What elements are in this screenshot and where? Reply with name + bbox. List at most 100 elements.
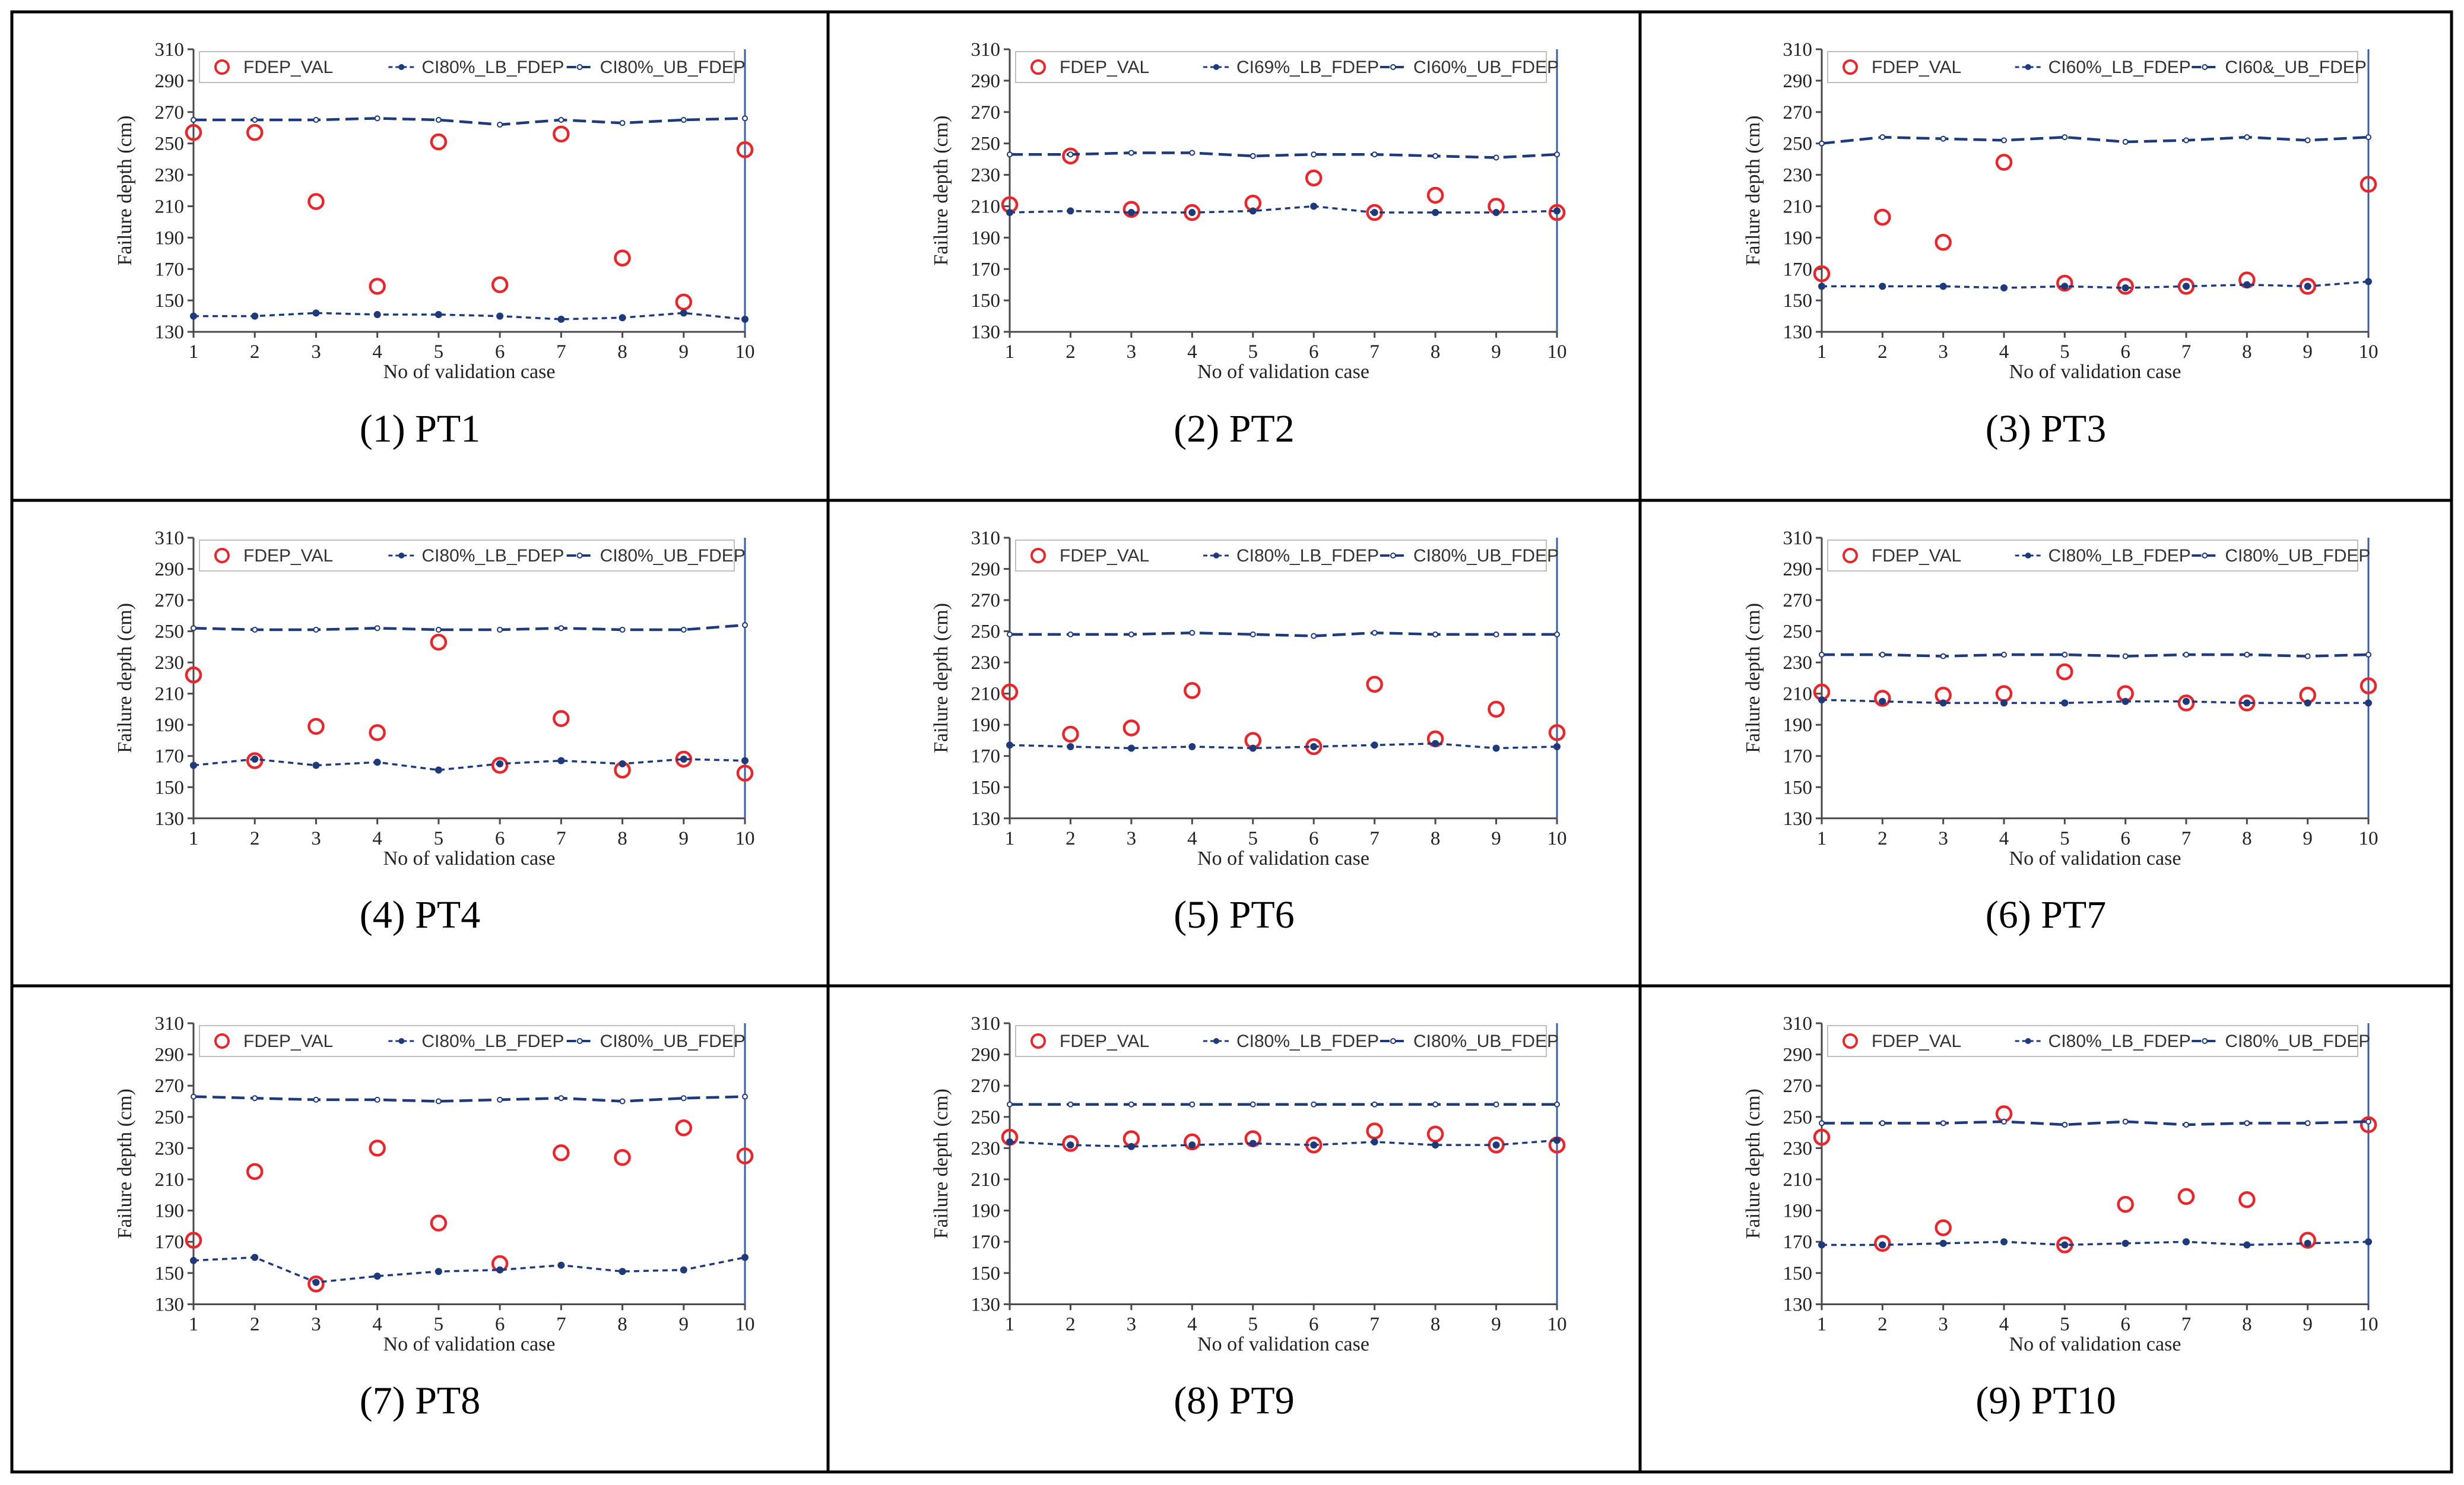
ub-marker: [1554, 151, 1560, 158]
val-point: [1548, 724, 1566, 741]
val-point: [736, 141, 754, 158]
y-tick-label: 150: [1783, 290, 1813, 312]
x-tick-label: 2: [1065, 828, 1076, 849]
ub-marker: [742, 622, 748, 629]
panel-caption: (7) PT8: [360, 1379, 480, 1423]
lb-marker: [1310, 202, 1318, 210]
ub-marker: [435, 1098, 442, 1105]
x-tick-label: 6: [1309, 828, 1319, 849]
legend-label-lb: CI80%_LB_FDEP: [421, 58, 564, 77]
val-point: [1062, 147, 1079, 165]
x-tick-label: 5: [2060, 828, 2070, 849]
y-tick-label: 310: [1783, 1013, 1813, 1035]
val-point: [2238, 1191, 2256, 1208]
y-tick-label: 150: [1783, 777, 1813, 798]
legend-marker-val: [1843, 1033, 1858, 1049]
y-tick-label: 310: [1783, 39, 1813, 61]
legend-label-val: FDEP_VAL: [1060, 58, 1149, 77]
val-point: [2056, 663, 2073, 681]
y-axis-title: Failure depth (cm): [930, 603, 952, 753]
x-tick-label: 6: [1309, 1313, 1319, 1335]
ub-marker: [1879, 1120, 1886, 1127]
x-tick-label: 5: [1248, 1313, 1258, 1335]
x-tick-label: 2: [1878, 828, 1888, 849]
ub-line: [193, 623, 746, 632]
ub-marker: [1128, 150, 1134, 156]
lb-marker: [1188, 742, 1196, 750]
y-tick-label: 130: [971, 808, 1001, 830]
ub-marker: [558, 1095, 565, 1102]
ub-marker: [1067, 1101, 1074, 1108]
panel-caption: (6) PT7: [1986, 893, 2106, 937]
x-tick-label: 7: [2181, 828, 2192, 849]
y-tick-label: 170: [155, 746, 185, 767]
lb-marker: [680, 755, 687, 763]
x-tick-label: 7: [2181, 1313, 2192, 1335]
ub-marker: [2122, 1118, 2129, 1125]
legend-box: [1015, 1025, 1547, 1057]
lb-line: [193, 758, 746, 772]
legend-label-val: FDEP_VAL: [243, 1032, 333, 1051]
val-point: [1548, 204, 1566, 221]
ub-marker: [252, 626, 258, 633]
val-point: [736, 764, 754, 782]
val-point: [1813, 1128, 1831, 1146]
ub-marker: [2365, 651, 2371, 658]
x-tick-label: 9: [679, 828, 689, 849]
x-tick-label: 8: [2242, 828, 2252, 849]
ub-marker: [497, 121, 503, 128]
ub-marker: [313, 1096, 319, 1103]
lb-marker: [312, 309, 320, 317]
val-point: [736, 1147, 754, 1164]
ub-marker: [191, 1093, 196, 1100]
x-tick-label: 2: [250, 341, 260, 363]
x-tick-label: 4: [1187, 1313, 1197, 1335]
lb-marker: [1939, 699, 1947, 707]
ub-marker: [619, 626, 626, 633]
ub-marker: [2365, 134, 2371, 141]
lb-marker: [1249, 744, 1257, 752]
legend-label-ub: CI80%_UB_FDEP: [1413, 1032, 1559, 1051]
x-tick-label: 6: [495, 341, 505, 363]
y-tick-label: 270: [1783, 102, 1813, 123]
y-tick-label: 270: [971, 102, 1001, 123]
val-point: [2299, 1232, 2316, 1249]
x-tick-label: 8: [617, 341, 627, 363]
panel-frame: [10, 10, 2453, 1474]
ub-marker: [435, 626, 442, 633]
x-tick-label: 10: [735, 1313, 755, 1335]
val-point: [1305, 169, 1323, 187]
legend-label-val: FDEP_VAL: [1060, 546, 1149, 566]
y-tick-label: 290: [971, 71, 1001, 92]
y-tick-label: 210: [155, 684, 185, 705]
y-tick-label: 190: [155, 227, 185, 249]
lb-marker: [2121, 1239, 2129, 1247]
y-tick-label: 290: [1783, 1045, 1813, 1066]
ub-line: [194, 117, 746, 126]
ub-marker: [1189, 150, 1195, 156]
y-tick-label: 190: [1783, 1201, 1813, 1222]
val-point: [185, 123, 202, 141]
x-tick-label: 3: [1938, 1313, 1948, 1335]
lb-marker: [1067, 742, 1074, 750]
y-axis-title: Failure depth (cm): [930, 116, 952, 266]
y-tick-label: 310: [971, 39, 1001, 61]
y-tick-label: 130: [1783, 1294, 1813, 1315]
val-point: [1426, 1125, 1444, 1143]
legend-label-lb: CI80%_LB_FDEP: [421, 546, 564, 566]
y-tick-label: 170: [1783, 1232, 1813, 1253]
legend-marker-ub: [1390, 553, 1396, 559]
legend-marker-ub: [1390, 1038, 1396, 1044]
legend-label-ub: CI60&_UB_FDEP: [2225, 58, 2366, 77]
lb-marker: [2061, 1241, 2069, 1249]
legend-label-ub: CI80%_UB_FDEP: [1413, 546, 1559, 566]
chart-panel-2: 130 150 170 190 210 230 250 270 290 310 1 2 3 4 5 6 7 8 9 1…: [930, 39, 1567, 450]
lb-marker: [1310, 742, 1318, 750]
x-tick-label: 10: [735, 341, 755, 363]
x-axis-title: No of validation case: [2009, 848, 2181, 870]
ub-marker: [558, 117, 565, 123]
legend-label-lb: CI69%_LB_FDEP: [1236, 58, 1379, 77]
x-tick-label: 6: [1309, 341, 1319, 363]
y-tick-label: 250: [155, 621, 185, 643]
val-point: [614, 249, 631, 267]
